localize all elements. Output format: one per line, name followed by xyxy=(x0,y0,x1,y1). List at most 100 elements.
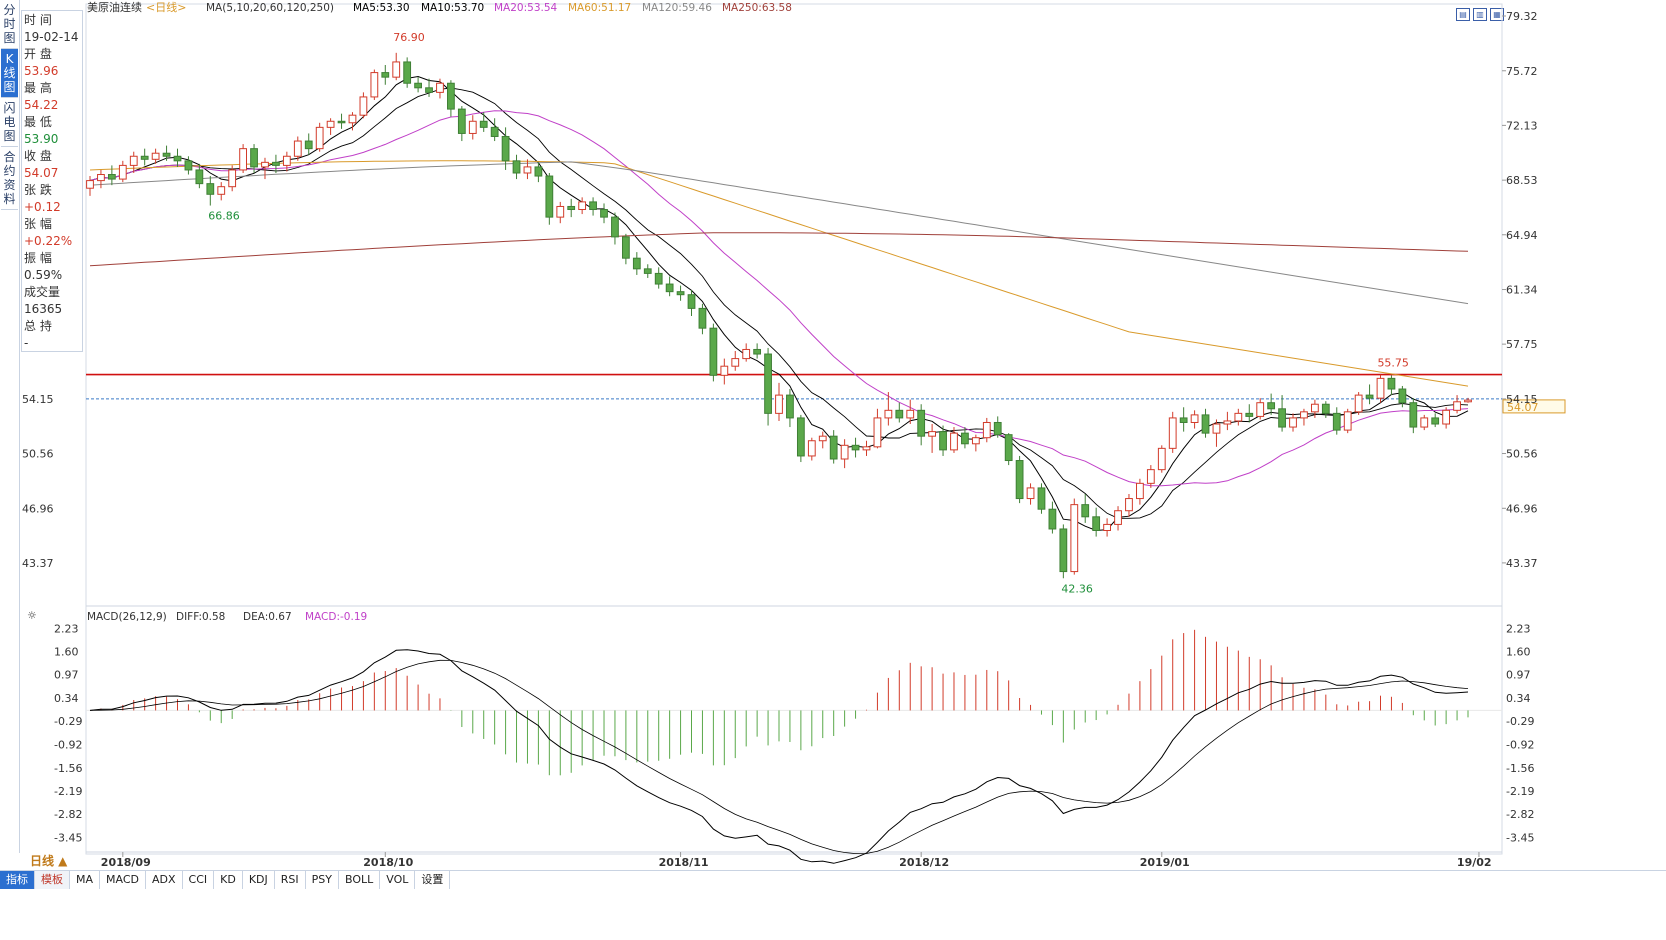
candle-body xyxy=(698,307,707,329)
candle-body xyxy=(961,432,969,445)
tab-indicator[interactable]: 指标 xyxy=(0,871,35,889)
time-value: 19-02-14 xyxy=(24,30,79,44)
candle-body xyxy=(1157,447,1166,471)
macd-axis-label: -2.82 xyxy=(1506,808,1534,821)
period-selector[interactable]: 日线 ▲ xyxy=(0,853,80,870)
candle-body xyxy=(436,82,444,93)
change-value: +0.12 xyxy=(24,200,61,214)
candle-body xyxy=(337,120,346,124)
tab-psy[interactable]: PSY xyxy=(306,871,339,889)
candle-body xyxy=(282,155,291,166)
candle-body xyxy=(764,353,772,414)
tab-kdj[interactable]: KDJ xyxy=(243,871,275,889)
macd-axis-label: -0.29 xyxy=(1506,715,1534,728)
price-axis-label: 75.72 xyxy=(1506,65,1538,78)
price-axis-label: 61.34 xyxy=(1506,284,1538,297)
macd-dea-line xyxy=(89,659,1469,855)
macd-axis-label: 0.97 xyxy=(1506,669,1531,682)
month-label: 2018/11 xyxy=(659,856,709,869)
layout-icon[interactable]: ▤ xyxy=(1456,8,1470,21)
tab-boll[interactable]: BOLL xyxy=(339,871,381,889)
candle-body xyxy=(1168,417,1177,449)
tab-timeshare[interactable]: 分时图 xyxy=(1,0,18,49)
kline-chart[interactable]: 79.32 75.72 72.13 68.53 64.94 61.34 57.75 54.15… xyxy=(0,0,1666,870)
month-label: 2018/09 xyxy=(101,856,151,869)
candle-body xyxy=(950,432,958,451)
macd-diff: DIFF:0.58 xyxy=(176,611,225,623)
tab-cci[interactable]: CCI xyxy=(183,871,215,889)
window-icon[interactable]: ▦ xyxy=(1490,8,1504,21)
candle-body xyxy=(140,155,149,160)
candle-body xyxy=(1442,409,1451,425)
candle-body xyxy=(654,272,663,285)
tab-contract-info[interactable]: 合约资料 xyxy=(1,147,18,210)
candle-body xyxy=(1300,411,1308,419)
macd-label: MACD(26,12,9) xyxy=(87,611,167,623)
candle-body xyxy=(556,205,565,218)
candle-body xyxy=(1453,401,1461,411)
candle-body xyxy=(118,164,127,180)
candle-body xyxy=(720,365,729,376)
instrument-name: 美原油连续 xyxy=(87,0,142,14)
candle-body xyxy=(1278,408,1286,428)
macd-left-label: 1.60 xyxy=(54,646,79,659)
tab-rsi[interactable]: RSI xyxy=(275,871,306,889)
price-axis-label: 72.13 xyxy=(1506,119,1538,132)
ma120-value: MA120:59.46 xyxy=(642,2,712,14)
tab-kd[interactable]: KD xyxy=(214,871,243,889)
oi-value: - xyxy=(24,336,29,350)
macd-value: MACD:-0.19 xyxy=(305,611,367,623)
tab-kline[interactable]: K线图 xyxy=(1,49,18,98)
candle-body xyxy=(173,155,182,162)
tab-adx[interactable]: ADX xyxy=(146,871,183,889)
candle-body xyxy=(512,160,521,174)
candle-body xyxy=(129,155,138,166)
candle-body xyxy=(359,96,368,116)
candle-body xyxy=(939,431,947,451)
ma60-line xyxy=(89,160,1469,387)
macd-axis-label: -0.92 xyxy=(1506,738,1534,751)
candle-body xyxy=(348,114,357,124)
candle-body xyxy=(851,444,860,451)
high-label: 最 高 xyxy=(24,81,52,95)
candle-body xyxy=(1136,482,1144,500)
candle-body xyxy=(392,61,401,78)
candle-body xyxy=(917,409,926,437)
price-axis-label: 43.37 xyxy=(1506,557,1538,570)
candle-body xyxy=(1464,399,1472,403)
candle-body xyxy=(1321,403,1330,414)
candle-body xyxy=(370,72,379,98)
amp-label: 振 幅 xyxy=(24,251,52,265)
ma10-line xyxy=(89,87,1469,519)
tab-ma[interactable]: MA xyxy=(70,871,101,889)
tab-settings[interactable]: 设置 xyxy=(415,871,451,889)
price-axis-label: 64.94 xyxy=(1506,229,1538,242)
candle-body xyxy=(425,87,433,93)
tab-macd[interactable]: MACD xyxy=(100,871,146,889)
candle-body xyxy=(786,394,794,419)
candle-body xyxy=(611,216,619,238)
current-price-tag-box xyxy=(1502,399,1566,414)
price-axis-label: 50.56 xyxy=(1506,448,1538,461)
ma60-value: MA60:51.17 xyxy=(568,2,631,14)
price-axis-label: 68.53 xyxy=(1506,174,1538,187)
tab-flash[interactable]: 闪电图 xyxy=(1,98,18,147)
gear-icon[interactable]: ☼ xyxy=(27,609,37,622)
candle-body xyxy=(1398,388,1407,404)
time-label: 时 间 xyxy=(24,13,52,27)
candle-body xyxy=(1354,394,1363,413)
grid-icon[interactable]: ▥ xyxy=(1473,8,1487,21)
candle-body xyxy=(261,161,269,168)
candle-body xyxy=(884,409,893,419)
candle-body xyxy=(326,120,335,128)
candle-body xyxy=(1289,417,1297,428)
open-value: 53.96 xyxy=(24,64,59,78)
candle-body xyxy=(578,201,587,211)
tab-template[interactable]: 模板 xyxy=(35,871,70,889)
macd-left-label: 0.97 xyxy=(54,669,79,682)
candle-body xyxy=(206,183,215,195)
close-label: 收 盘 xyxy=(24,149,52,163)
candle-body xyxy=(250,148,258,168)
tab-vol[interactable]: VOL xyxy=(380,871,416,889)
candle-body xyxy=(468,120,477,134)
